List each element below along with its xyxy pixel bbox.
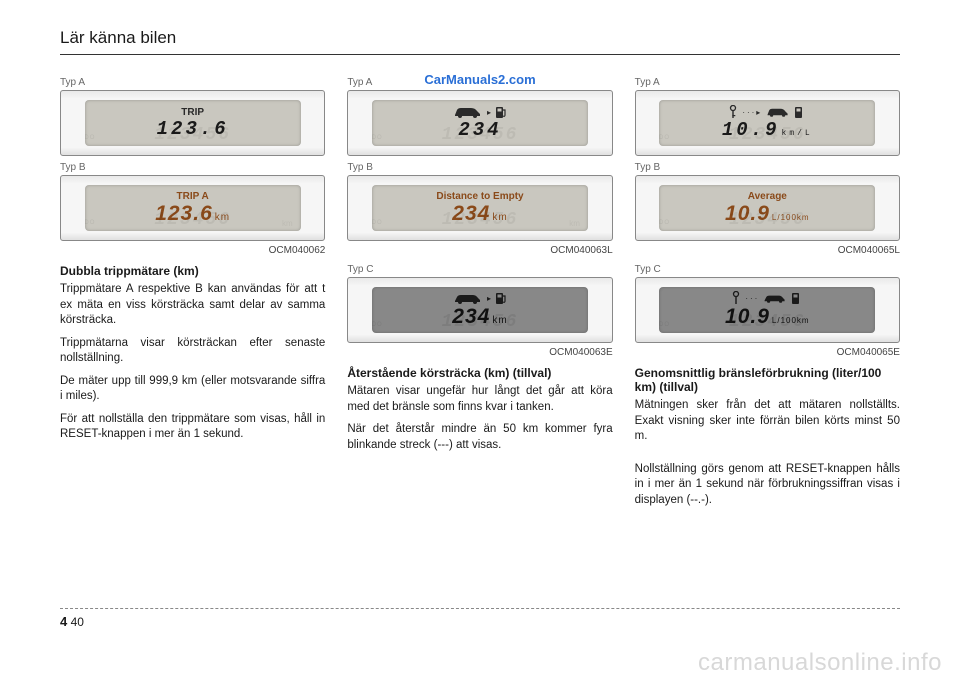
typ-a-label: Typ A: [60, 77, 325, 88]
display-3c: ODO ··· 10.9L/100km 123456: [635, 277, 900, 343]
typ-c-label: Typ C: [347, 264, 612, 275]
display-1b: ODO TRIP A 123.6km 123456 km: [60, 175, 325, 241]
column-3: Typ A ODO ···▸ 10.9km/L 123456 Typ B: [635, 77, 900, 515]
car-icon: [453, 291, 483, 305]
body-text: När det återstår mindre än 50 km kommer …: [347, 422, 612, 453]
display-2a: ODO ▸ 234 123456: [347, 90, 612, 156]
top-watermark: CarManuals2.com: [424, 72, 535, 87]
image-code: OCM040065E: [635, 347, 900, 358]
body-text: Trippmätare A respektive B kan användas …: [60, 282, 325, 329]
subheading-3: Genomsnittlig bränsleförbrukning (liter/…: [635, 366, 900, 394]
car-icon: [453, 105, 483, 119]
typ-b-label: Typ B: [635, 162, 900, 173]
car-icon: [766, 105, 790, 119]
image-code: OCM040063E: [347, 347, 612, 358]
page-header: Lär känna bilen: [60, 28, 900, 55]
column-1: Typ A ODO TRIP 123.6 123456 Typ B ODO TR…: [60, 77, 325, 515]
body-text: Trippmätarna visar körsträckan efter sen…: [60, 336, 325, 367]
display-3a: ODO ···▸ 10.9km/L 123456: [635, 90, 900, 156]
key-icon: [728, 105, 738, 119]
typ-a-label: Typ A: [635, 77, 900, 88]
fuel-pump-icon: [791, 291, 803, 305]
fuel-pump-icon: [495, 291, 507, 305]
body-text: Mätaren visar ungefär hur långt det går …: [347, 384, 612, 415]
typ-c-label: Typ C: [635, 264, 900, 275]
image-code: OCM040062: [60, 245, 325, 256]
body-text: Mätningen sker från det att mätaren noll…: [635, 398, 900, 445]
typ-b-label: Typ B: [347, 162, 612, 173]
subheading-1: Dubbla trippmätare (km): [60, 264, 325, 278]
display-1a: ODO TRIP 123.6 123456: [60, 90, 325, 156]
typ-b-label: Typ B: [60, 162, 325, 173]
image-code: OCM040065L: [635, 245, 900, 256]
image-code: OCM040063L: [347, 245, 612, 256]
body-text: Nollställning görs genom att RESET-knapp…: [635, 462, 900, 509]
column-2: Typ A ODO ▸ 234 123456 Typ B ODO Dis: [347, 77, 612, 515]
display-3b: ODO Average 10.9L/100km 123456: [635, 175, 900, 241]
fuel-pump-icon: [495, 105, 507, 119]
car-icon: [763, 291, 787, 305]
display-2b: ODO Distance to Empty 234km 123456 km: [347, 175, 612, 241]
body-text: För att nollställa den trippmätare som v…: [60, 412, 325, 443]
body-text: De mäter upp till 999,9 km (eller motsva…: [60, 374, 325, 405]
fuel-pump-icon: [794, 105, 806, 119]
bottom-watermark: carmanualsonline.info: [698, 649, 942, 677]
key-icon: [731, 291, 741, 305]
subheading-2: Återstående körsträcka (km) (tillval): [347, 366, 612, 380]
display-2c: ODO ▸ 234km 123456: [347, 277, 612, 343]
page-footer: 4 40: [60, 608, 900, 631]
